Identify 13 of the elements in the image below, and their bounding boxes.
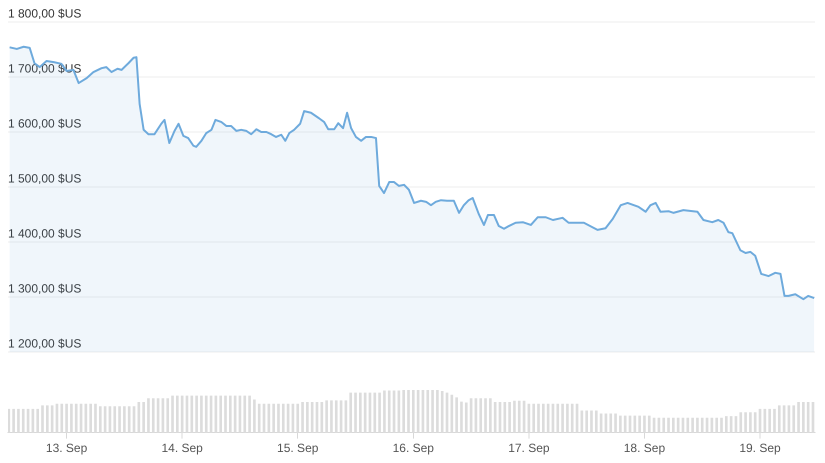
- x-tick-label: 14. Sep: [161, 441, 204, 456]
- x-tick-label: 18. Sep: [624, 441, 666, 456]
- y-tick-label: 1 500,00 $US: [8, 171, 82, 186]
- y-tick-label: 1 600,00 $US: [8, 116, 82, 130]
- x-tick-label: 15. Sep: [277, 441, 319, 456]
- x-tick-label: 17. Sep: [508, 441, 550, 456]
- x-tick-label: 13. Sep: [46, 441, 88, 456]
- y-tick-label: 1 400,00 $US: [8, 226, 82, 240]
- y-tick-label: 1 800,00 $US: [8, 6, 82, 20]
- x-tick-label: 16. Sep: [392, 441, 434, 456]
- x-tick-label: 19. Sep: [739, 441, 782, 456]
- y-tick-label: 1 300,00 $US: [8, 281, 82, 296]
- y-tick-label: 1 200,00 $US: [8, 336, 82, 350]
